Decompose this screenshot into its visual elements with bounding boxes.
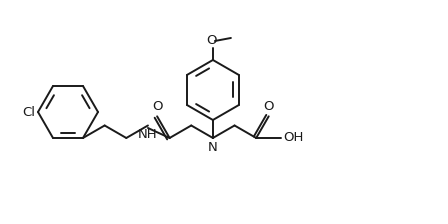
Text: N: N: [208, 141, 218, 154]
Text: O: O: [207, 34, 217, 47]
Text: O: O: [152, 100, 162, 113]
Text: NH: NH: [138, 129, 158, 142]
Text: Cl: Cl: [22, 106, 35, 118]
Text: OH: OH: [283, 131, 304, 144]
Text: O: O: [263, 100, 274, 113]
